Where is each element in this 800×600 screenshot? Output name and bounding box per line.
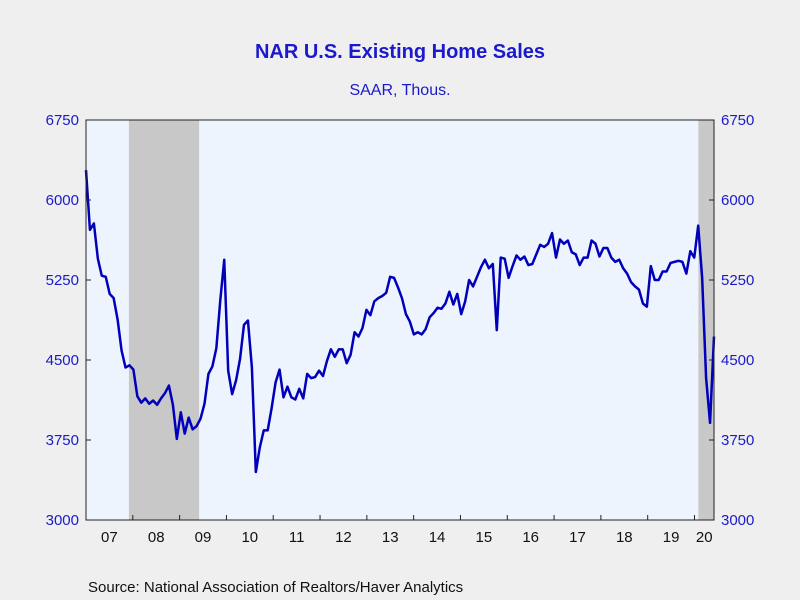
y-tick-label-right: 5250 xyxy=(721,272,754,289)
y-tick-label-right: 3000 xyxy=(721,512,754,529)
x-tick-label: 18 xyxy=(616,529,633,546)
y-axis: 3000 3000 3750 3750 4500 4500 5250 5250 6000 6000… xyxy=(46,112,755,529)
x-tick-label: 12 xyxy=(335,529,352,546)
x-tick-label: 19 xyxy=(663,529,680,546)
x-tick-label: 16 xyxy=(522,529,539,546)
y-tick-label-left: 5250 xyxy=(46,272,79,289)
recession-band-1 xyxy=(128,120,200,520)
y-tick-label-left: 6750 xyxy=(46,112,79,129)
x-tick-label: 07 xyxy=(101,529,118,546)
y-tick-label-left: 4500 xyxy=(46,352,79,369)
x-tick-label: 13 xyxy=(382,529,399,546)
series-line xyxy=(84,170,716,474)
plot-area xyxy=(84,119,716,521)
y-tick-label-right: 3750 xyxy=(721,432,754,449)
y-tick-label-left: 6000 xyxy=(46,192,79,209)
recession-band-2 xyxy=(698,120,714,520)
chart-title: NAR U.S. Existing Home Sales xyxy=(255,41,545,63)
y-tick-label-right: 4500 xyxy=(721,352,754,369)
y-tick-label-right: 6000 xyxy=(721,192,754,209)
y-tick-label-right: 6750 xyxy=(721,112,754,129)
x-tick-label: 11 xyxy=(289,529,305,546)
source-note: Source: National Association of Realtors… xyxy=(88,579,463,596)
x-tick-label: 10 xyxy=(241,529,258,546)
x-tick-label: 17 xyxy=(569,529,586,546)
recession-shading xyxy=(128,120,714,520)
y-tick-label-left: 3750 xyxy=(46,432,79,449)
x-tick-label: 15 xyxy=(476,529,493,546)
x-tick-label: 08 xyxy=(148,529,165,546)
x-tick-label: 20 xyxy=(696,529,713,546)
chart-subtitle: SAAR, Thous. xyxy=(349,82,450,99)
y-tick-label-left: 3000 xyxy=(46,512,79,529)
x-tick-label: 09 xyxy=(195,529,212,546)
plot-border xyxy=(85,119,715,521)
x-tick-label: 14 xyxy=(429,529,446,546)
x-axis: 07 08 09 10 11 12 13 14 15 16 17 18 19 20 xyxy=(101,515,713,546)
